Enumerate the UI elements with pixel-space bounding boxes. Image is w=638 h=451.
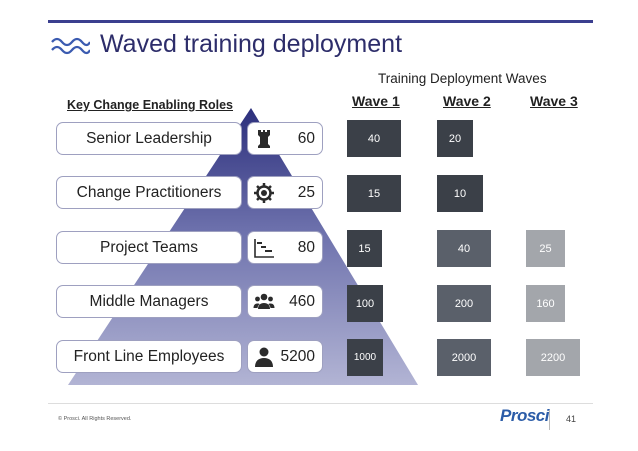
- footer-separator: [549, 410, 550, 430]
- wave-3-header: Wave 3: [530, 93, 578, 109]
- wave-1-header: Wave 1: [352, 93, 400, 109]
- wave1-middle-managers: 100: [347, 285, 383, 322]
- wave2-middle-managers: 200: [437, 285, 491, 322]
- waves-heading: Training Deployment Waves: [378, 71, 547, 86]
- count-value: 80: [297, 239, 315, 256]
- waves-icon: [51, 37, 90, 55]
- wave2-change-practitioners: 10: [437, 175, 483, 212]
- prosci-logo: Prosci: [500, 406, 549, 425]
- wave1-senior-leadership: 40: [347, 120, 401, 157]
- gear-icon: [254, 183, 274, 203]
- wave1-front-line-employees: 1000: [347, 339, 383, 376]
- role-middle-managers: Middle Managers: [56, 285, 242, 318]
- wave1-change-practitioners: 15: [347, 175, 401, 212]
- group-icon: [253, 293, 275, 309]
- chess-rook-icon: [258, 130, 270, 148]
- count-value: 460: [289, 293, 315, 310]
- wave3-front-line-employees: 2200: [526, 339, 580, 376]
- page-title: Waved training deployment: [100, 30, 403, 58]
- wave-2-header: Wave 2: [443, 93, 491, 109]
- count-middle-managers: 460: [247, 285, 323, 318]
- gantt-chart-icon: [254, 239, 274, 258]
- count-value: 60: [297, 130, 315, 147]
- wave2-senior-leadership: 20: [437, 120, 473, 157]
- count-senior-leadership: 60: [247, 122, 323, 155]
- role-senior-leadership: Senior Leadership: [56, 122, 242, 155]
- user-icon: [255, 347, 273, 367]
- wave2-front-line-employees: 2000: [437, 339, 491, 376]
- roles-heading: Key Change Enabling Roles: [67, 98, 234, 112]
- wave3-project-teams: 25: [526, 230, 565, 267]
- role-project-teams: Project Teams: [56, 231, 242, 264]
- count-project-teams: 80: [247, 231, 323, 264]
- count-value: 5200: [280, 348, 315, 365]
- count-change-practitioners: 25: [247, 176, 323, 209]
- role-front-line-employees: Front Line Employees: [56, 340, 242, 373]
- page-number: 41: [566, 414, 577, 424]
- count-front-line-employees: 5200: [247, 340, 323, 373]
- wave1-project-teams: 15: [347, 230, 382, 267]
- role-change-practitioners: Change Practitioners: [56, 176, 242, 209]
- copyright-text: © Prosci. All Rights Reserved.: [58, 416, 132, 422]
- footer-rule: [48, 403, 593, 404]
- wave2-project-teams: 40: [437, 230, 491, 267]
- wave3-middle-managers: 160: [526, 285, 565, 322]
- top-rule: [48, 20, 593, 23]
- count-value: 25: [297, 184, 315, 201]
